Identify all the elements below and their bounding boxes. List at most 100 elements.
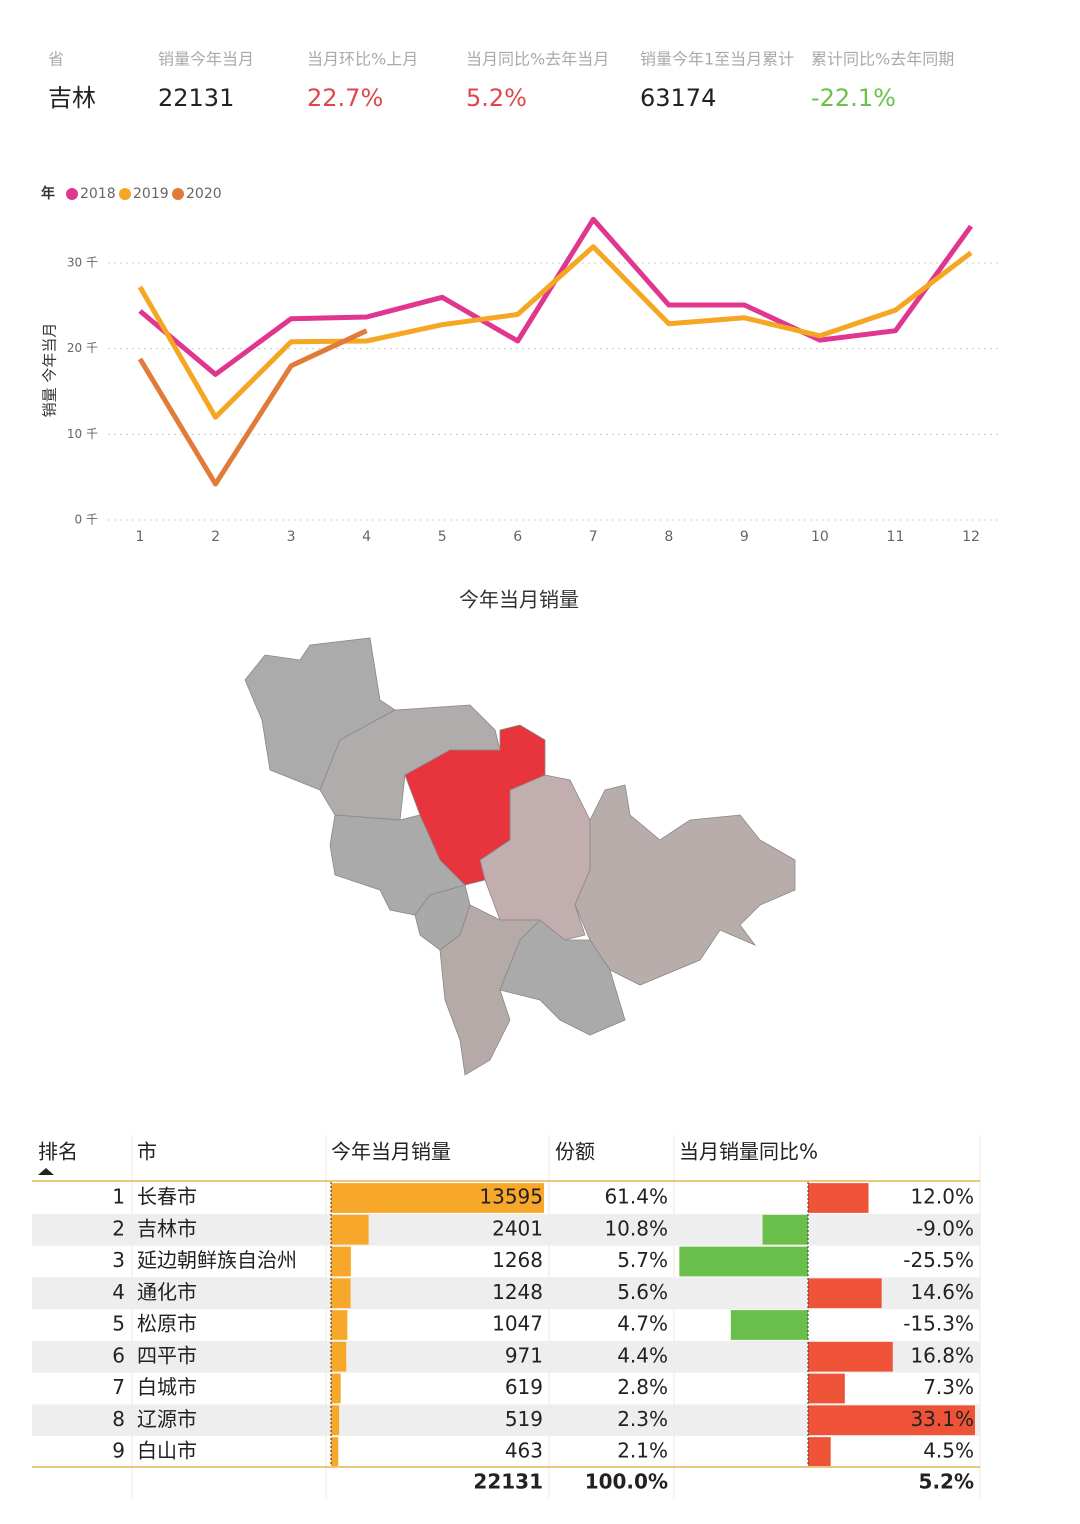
- sales-bar: [331, 1437, 339, 1467]
- x-tick-label: 2: [211, 529, 220, 545]
- sales-bar: [331, 1183, 544, 1213]
- yoy: -25.5%: [903, 1248, 974, 1272]
- x-tick-label: 6: [513, 529, 522, 545]
- sales: 1268: [492, 1248, 543, 1272]
- yoy-bar: [762, 1214, 808, 1245]
- x-tick-label: 5: [438, 529, 447, 545]
- yoy-bar: [730, 1310, 808, 1340]
- city: 白山市: [137, 1439, 197, 1463]
- y-tick-label: 20 千: [67, 341, 98, 355]
- map: [244, 637, 796, 1076]
- kpi-value: 63174: [640, 84, 716, 112]
- yoy-bar: [808, 1437, 831, 1467]
- city: 延边朝鲜族自治州: [137, 1248, 297, 1272]
- legend-marker: [66, 188, 78, 200]
- legend-marker: [172, 188, 184, 200]
- rank: 9: [112, 1439, 125, 1463]
- sales: 463: [505, 1439, 543, 1463]
- share: 10.8%: [604, 1216, 668, 1240]
- sales: 2401: [492, 1216, 543, 1240]
- share: 2.1%: [617, 1439, 668, 1463]
- sales-bar: [331, 1341, 347, 1372]
- sort-indicator: [38, 1168, 54, 1175]
- legend-label: 2019: [133, 186, 169, 202]
- legend-label: 2018: [80, 186, 116, 202]
- y-tick-label: 0 千: [75, 513, 98, 527]
- city: 松原市: [137, 1312, 197, 1336]
- city: 四平市: [137, 1343, 197, 1367]
- legend-title: 年: [41, 185, 55, 202]
- x-tick-label: 4: [362, 529, 371, 545]
- rank: 2: [112, 1216, 125, 1240]
- region: [244, 637, 396, 791]
- kpi-value: 5.2%: [466, 84, 527, 112]
- sales: 519: [505, 1407, 543, 1431]
- share: 2.8%: [617, 1375, 668, 1399]
- y-tick-label: 30 千: [67, 256, 98, 270]
- yoy-bar: [808, 1405, 975, 1436]
- share: 5.6%: [617, 1280, 668, 1304]
- table-header: 份额: [555, 1140, 595, 1164]
- yoy: 33.1%: [910, 1407, 974, 1431]
- legend-label: 2020: [186, 186, 222, 202]
- yoy: 12.0%: [910, 1185, 974, 1209]
- region: [404, 724, 546, 886]
- share: 2.3%: [617, 1407, 668, 1431]
- yoy: 16.8%: [910, 1343, 974, 1367]
- city: 吉林市: [137, 1216, 197, 1240]
- sales-bar: [331, 1214, 369, 1245]
- sales: 619: [505, 1375, 543, 1399]
- table-header: 今年当月销量: [331, 1140, 451, 1164]
- kpi-label: 销量今年1至当月累计: [640, 50, 794, 69]
- rank: 4: [112, 1280, 125, 1304]
- kpi-value: 22.7%: [307, 84, 383, 112]
- sales-bar: [331, 1310, 348, 1340]
- region: [574, 784, 796, 986]
- y-tick-label: 10 千: [67, 427, 98, 441]
- total-share: 100.0%: [585, 1470, 668, 1494]
- yoy-bar: [808, 1373, 845, 1404]
- kpi-value: 22131: [158, 84, 234, 112]
- x-tick-label: 12: [962, 529, 980, 545]
- yoy-bar: [679, 1246, 808, 1277]
- rank: 1: [112, 1185, 125, 1209]
- city: 辽源市: [137, 1407, 197, 1431]
- city: 白城市: [137, 1375, 197, 1399]
- yoy-bar: [808, 1183, 869, 1213]
- map-title: 今年当月销量: [459, 588, 579, 612]
- rank: 8: [112, 1407, 125, 1431]
- kpi-label: 当月环比%上月: [307, 50, 418, 69]
- share: 61.4%: [604, 1185, 668, 1209]
- rank: 3: [112, 1248, 125, 1272]
- sales: 971: [505, 1343, 543, 1367]
- table-header: 当月销量同比%: [679, 1140, 818, 1164]
- series-line: [138, 216, 974, 377]
- y-axis-title: 销量 今年当月: [41, 323, 59, 418]
- sales-bar: [331, 1405, 340, 1436]
- total-sales: 22131: [473, 1470, 543, 1494]
- region: [499, 919, 626, 1036]
- kpi-value: 吉林: [48, 84, 96, 112]
- yoy: -9.0%: [916, 1216, 974, 1240]
- kpi-label: 当月同比%去年当月: [466, 50, 609, 69]
- rank: 6: [112, 1343, 125, 1367]
- x-tick-label: 1: [136, 529, 145, 545]
- sales-bar: [331, 1246, 351, 1277]
- rank: 7: [112, 1375, 125, 1399]
- table-header: 市: [137, 1140, 157, 1164]
- x-tick-label: 9: [740, 529, 749, 545]
- x-tick-label: 10: [811, 529, 829, 545]
- city: 通化市: [137, 1280, 197, 1304]
- series-line: [137, 328, 368, 487]
- sales-bar: [331, 1373, 341, 1404]
- legend-marker: [119, 188, 131, 200]
- series-line: [137, 244, 973, 420]
- rank: 5: [112, 1312, 125, 1336]
- x-tick-label: 8: [664, 529, 673, 545]
- kpi-label: 销量今年当月: [158, 50, 254, 69]
- yoy: 14.6%: [910, 1280, 974, 1304]
- yoy-bar: [808, 1341, 893, 1372]
- sales: 1248: [492, 1280, 543, 1304]
- kpi-value: -22.1%: [811, 84, 896, 112]
